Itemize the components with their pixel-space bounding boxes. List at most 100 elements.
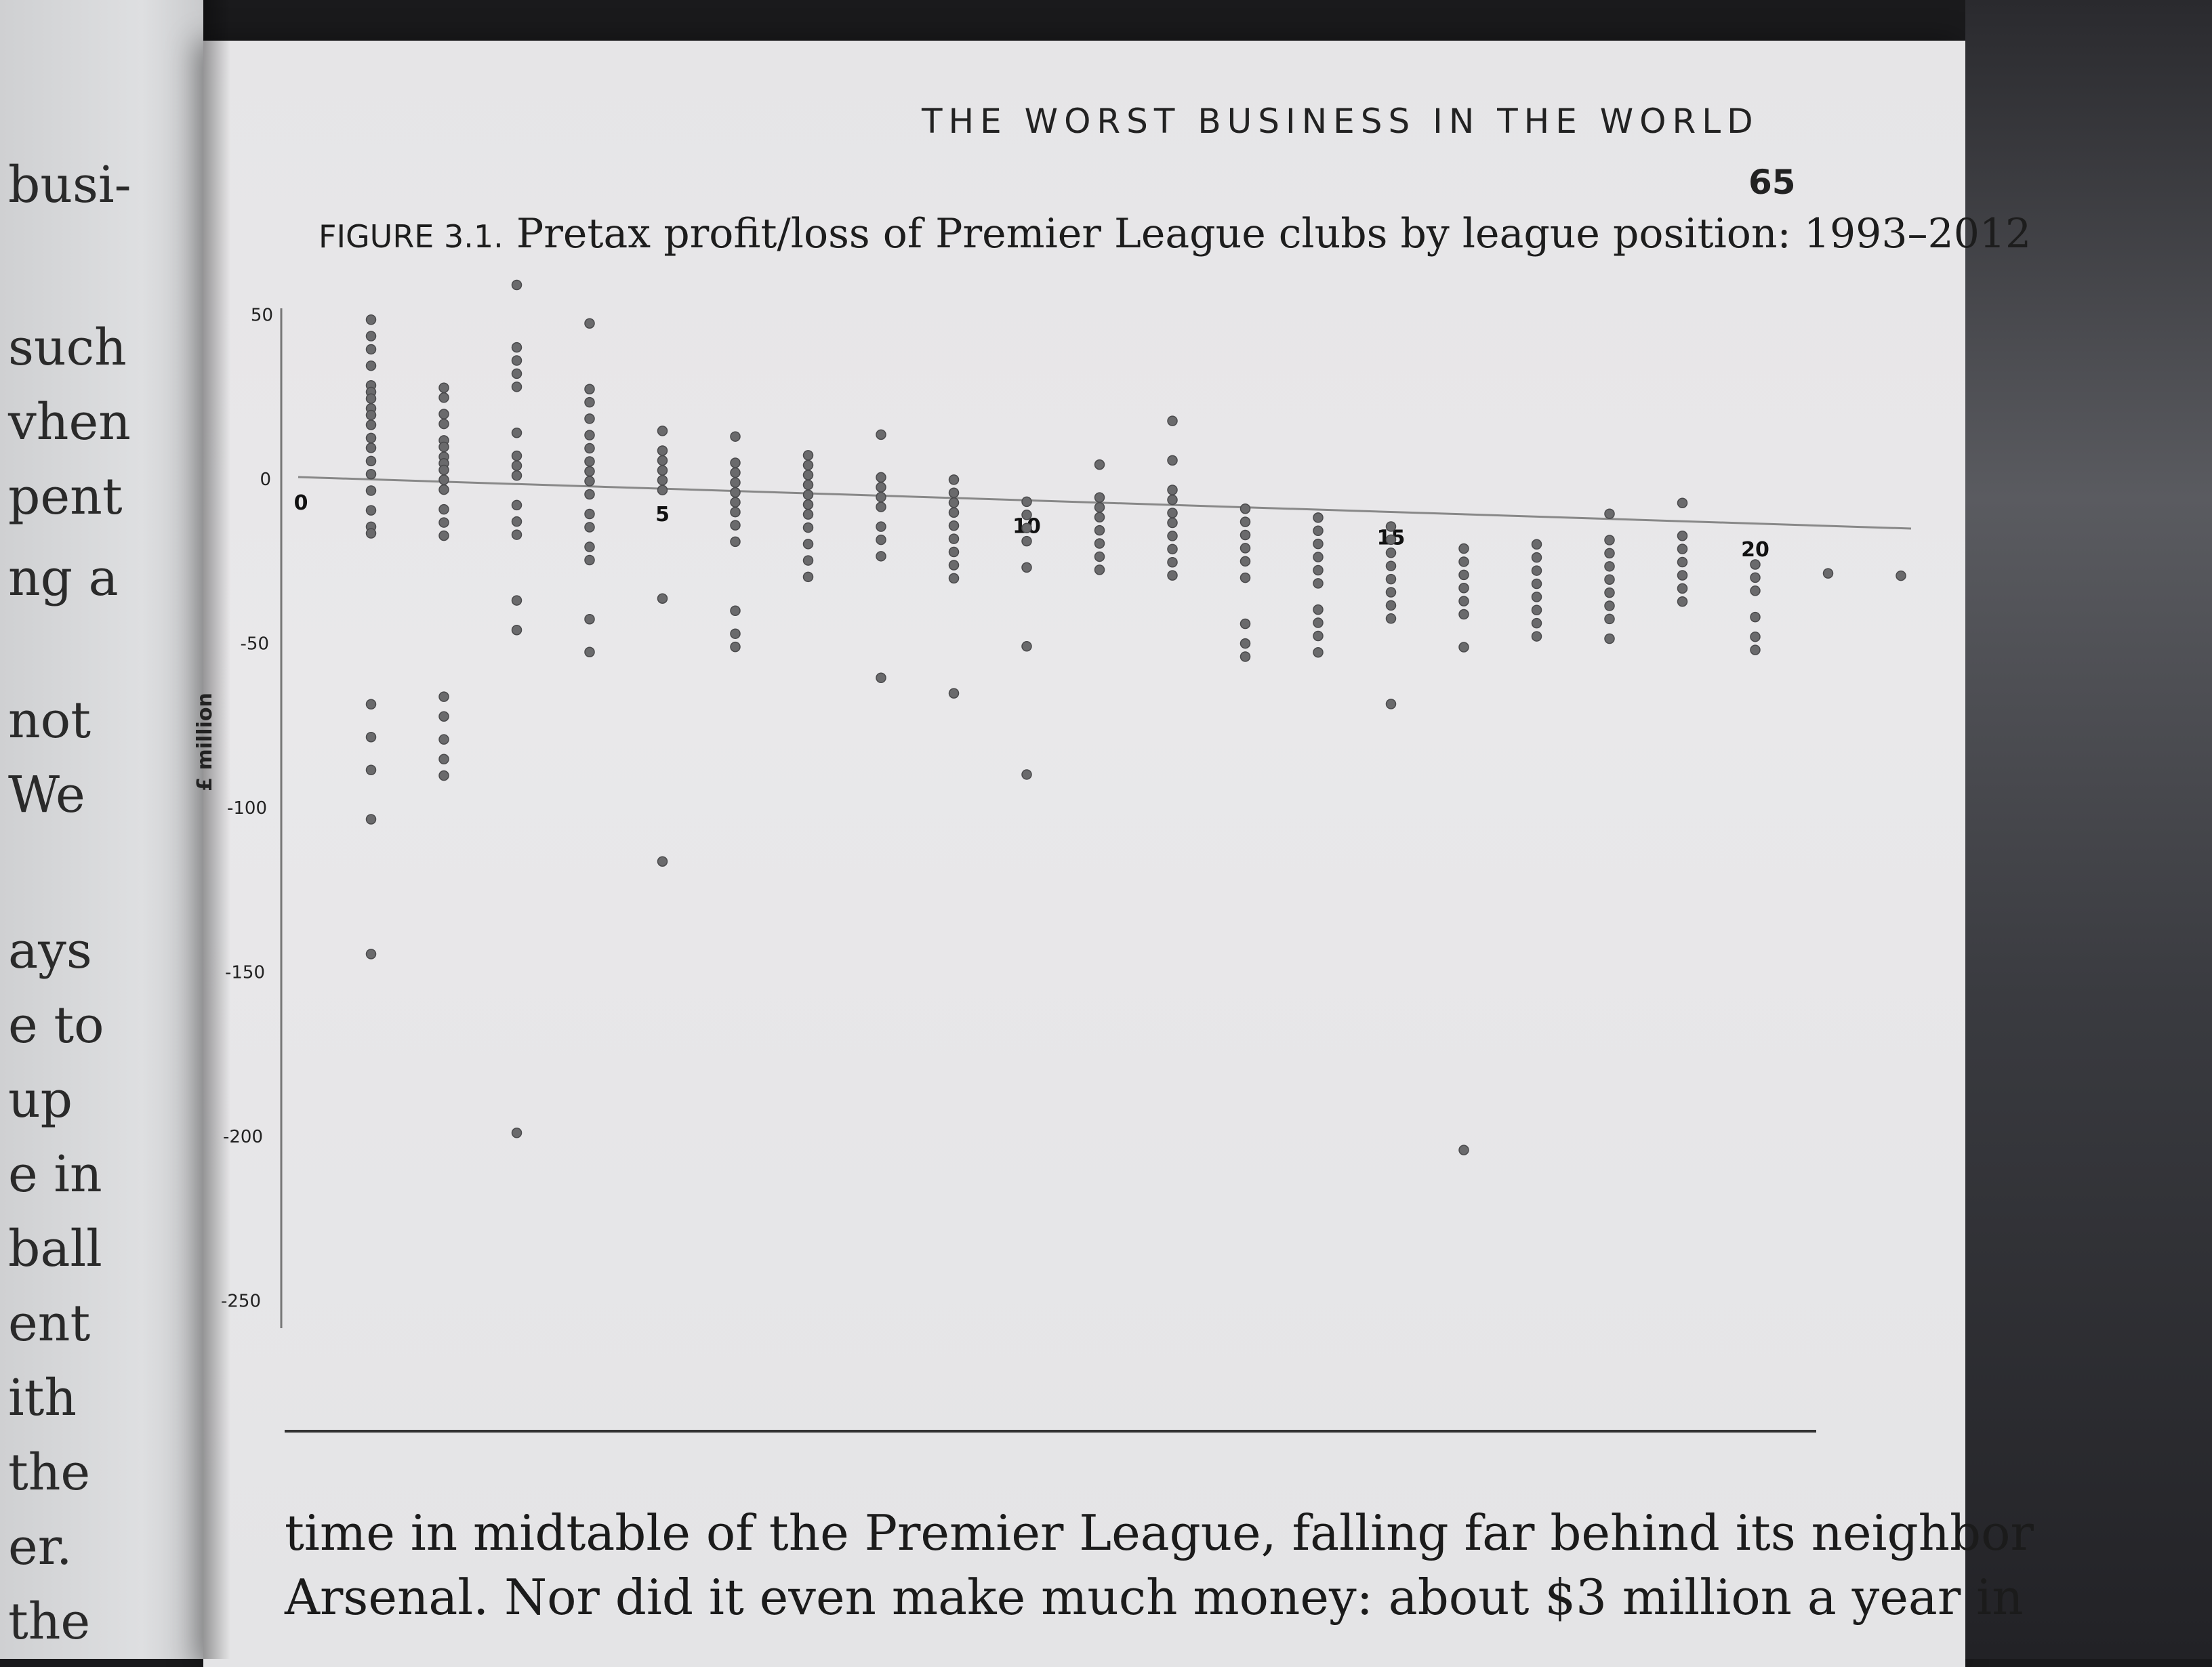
- data-point: [1313, 564, 1324, 576]
- data-point: [511, 529, 523, 540]
- data-point: [584, 318, 595, 329]
- data-point: [1313, 538, 1324, 550]
- data-point: [657, 465, 668, 476]
- data-point: [1240, 618, 1251, 630]
- data-point: [1604, 508, 1615, 519]
- data-point: [948, 474, 960, 485]
- data-point: [876, 672, 886, 684]
- data-point: [1531, 552, 1542, 563]
- data-point: [584, 384, 595, 395]
- data-point: [657, 445, 668, 456]
- body-text-line: Arsenal. Nor did it even make much money…: [285, 1569, 2024, 1626]
- data-point: [730, 641, 741, 653]
- data-point: [1385, 560, 1397, 571]
- figure-label: FIGURE 3.1.: [319, 218, 504, 255]
- x-tick-label: 20: [1741, 538, 1769, 562]
- data-point: [365, 814, 377, 825]
- data-point: [438, 503, 449, 515]
- data-point: [438, 464, 449, 476]
- left-page-text-fragment: ith: [8, 1369, 77, 1427]
- data-point: [1677, 583, 1688, 594]
- data-point: [657, 593, 668, 604]
- data-point: [1896, 570, 1906, 581]
- data-point: [1167, 415, 1178, 426]
- data-point: [365, 505, 377, 516]
- data-point: [1677, 596, 1688, 607]
- data-point: [948, 533, 960, 544]
- data-point: [1385, 534, 1397, 546]
- data-point: [1531, 539, 1542, 550]
- data-point: [1313, 604, 1324, 615]
- left-page-text-fragment: er.: [8, 1518, 73, 1576]
- page-fold-shadow: [203, 0, 230, 1659]
- data-point: [365, 344, 377, 355]
- data-point: [802, 489, 814, 500]
- data-point: [802, 470, 814, 480]
- data-point: [1021, 769, 1032, 780]
- data-point: [1021, 496, 1032, 508]
- x-tick-label: 0: [294, 491, 308, 515]
- data-point: [730, 457, 741, 468]
- data-point: [584, 489, 595, 500]
- data-point: [1604, 587, 1615, 598]
- data-point: [584, 413, 595, 424]
- data-point: [365, 314, 377, 325]
- data-point: [876, 491, 886, 503]
- body-text-line: time in midtable of the Premier League, …: [285, 1504, 2034, 1561]
- data-point: [438, 474, 449, 485]
- data-point: [511, 427, 523, 438]
- data-point: [802, 539, 814, 550]
- data-point: [1822, 568, 1834, 579]
- data-point: [948, 546, 960, 558]
- data-point: [1240, 503, 1251, 514]
- data-point: [1604, 535, 1615, 546]
- left-page: busi-such vhen pent ng a not We ays e to up e in b…: [0, 0, 203, 1659]
- data-point: [730, 431, 741, 442]
- data-point: [802, 509, 814, 520]
- data-point: [511, 460, 523, 471]
- data-point: [438, 711, 449, 722]
- data-point: [438, 409, 449, 419]
- y-tick-label: -50: [241, 634, 269, 655]
- data-point: [1167, 531, 1178, 541]
- data-point: [1604, 548, 1615, 559]
- data-point: [802, 522, 814, 533]
- data-point: [1385, 548, 1397, 558]
- y-tick-label: -150: [225, 963, 265, 983]
- data-point: [876, 501, 886, 512]
- data-point: [584, 646, 595, 658]
- data-point: [1094, 551, 1105, 562]
- data-point: [1750, 572, 1761, 583]
- data-point: [1385, 521, 1397, 532]
- data-point: [657, 426, 668, 436]
- data-point: [365, 409, 377, 421]
- data-point: [1094, 538, 1105, 549]
- data-point: [1604, 633, 1615, 644]
- data-point: [948, 520, 960, 531]
- data-point: [1313, 552, 1324, 562]
- data-point: [1750, 611, 1761, 623]
- figure-rule: [285, 1430, 1816, 1433]
- data-point: [1677, 531, 1688, 541]
- data-point: [584, 508, 595, 520]
- data-point: [1531, 565, 1542, 576]
- x-tick-label: 5: [655, 503, 670, 527]
- data-point: [438, 392, 449, 403]
- data-point: [1750, 585, 1761, 596]
- data-point: [584, 396, 595, 408]
- data-point: [438, 517, 449, 528]
- data-point: [511, 355, 523, 366]
- left-page-text-fragment: such: [8, 318, 127, 377]
- data-point: [730, 536, 741, 548]
- data-point: [1094, 512, 1105, 522]
- data-point: [438, 734, 449, 745]
- data-point: [511, 624, 523, 636]
- left-page-text-fragment: not: [8, 691, 91, 749]
- data-point: [584, 476, 595, 487]
- data-point: [1458, 543, 1469, 554]
- left-page-text-fragment: up: [8, 1071, 73, 1129]
- data-point: [1750, 631, 1761, 642]
- left-page-text-fragment: ng a: [8, 549, 119, 607]
- data-point: [1531, 604, 1542, 616]
- data-point: [730, 467, 741, 478]
